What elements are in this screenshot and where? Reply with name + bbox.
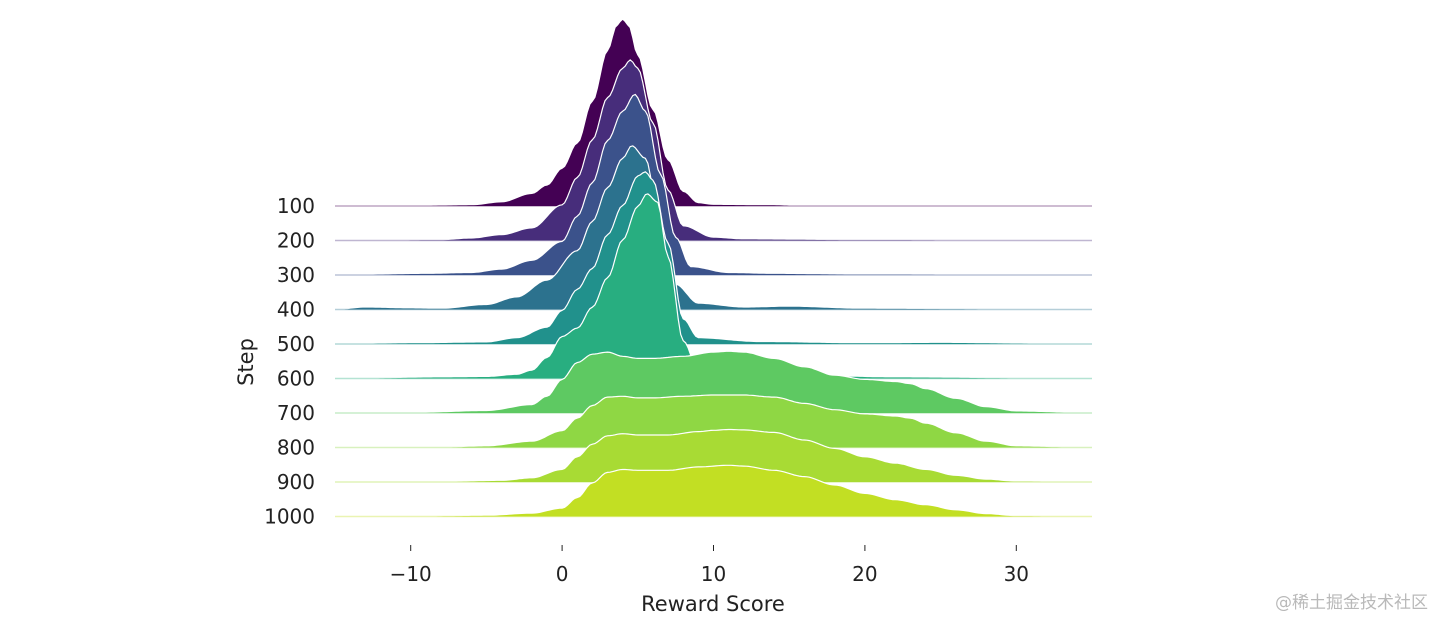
ridge-area-400 <box>335 145 1092 310</box>
ridge-area-1000 <box>335 465 1092 517</box>
ridge-area-500 <box>335 171 1092 344</box>
ridge-outline-100 <box>335 18 1092 207</box>
y-tick-label-200: 200 <box>277 229 315 253</box>
y-tick-label-500: 500 <box>277 332 315 356</box>
ridge-area-200 <box>335 59 1092 241</box>
ridge-outline-800 <box>335 394 1092 449</box>
x-tick-label: 10 <box>701 562 726 586</box>
ridge-outline-400 <box>335 145 1092 311</box>
y-tick-label-400: 400 <box>277 298 315 322</box>
y-tick-label-600: 600 <box>277 367 315 391</box>
ridge-area-600 <box>335 193 1092 379</box>
y-tick-label-700: 700 <box>277 401 315 425</box>
ridge-area-800 <box>335 395 1092 448</box>
ridge-area-900 <box>335 429 1092 482</box>
ridges-layer <box>335 18 1092 518</box>
watermark-text: @稀土掘金技术社区 <box>1275 593 1428 613</box>
ridge-outline-700 <box>335 350 1092 414</box>
y-axis-label: Step <box>234 338 258 386</box>
ridge-outline-300 <box>335 93 1092 276</box>
y-tick-label-300: 300 <box>277 263 315 287</box>
x-tick-label: −10 <box>390 562 432 586</box>
y-tick-label-100: 100 <box>277 194 315 218</box>
ridge-area-100 <box>335 19 1092 206</box>
ridge-outline-900 <box>335 428 1092 483</box>
y-tick-labels: 100 200 300 400 500 600 700 800 900 1000 <box>264 194 315 529</box>
ridge-outline-200 <box>335 59 1092 242</box>
x-axis: −10 0 10 20 30 <box>390 545 1029 586</box>
ridge-outline-500 <box>335 171 1092 345</box>
y-tick-label-1000: 1000 <box>264 505 315 529</box>
x-tick-label: 0 <box>556 562 569 586</box>
x-axis-label: Reward Score <box>641 592 785 616</box>
ridge-outline-600 <box>335 193 1092 380</box>
ridge-outline-1000 <box>335 464 1092 518</box>
x-tick-label: 20 <box>852 562 877 586</box>
ridge-area-700 <box>335 351 1092 413</box>
y-tick-label-900: 900 <box>277 470 315 494</box>
ridge-area-300 <box>335 94 1092 275</box>
y-tick-label-800: 800 <box>277 436 315 460</box>
x-tick-label: 30 <box>1004 562 1029 586</box>
